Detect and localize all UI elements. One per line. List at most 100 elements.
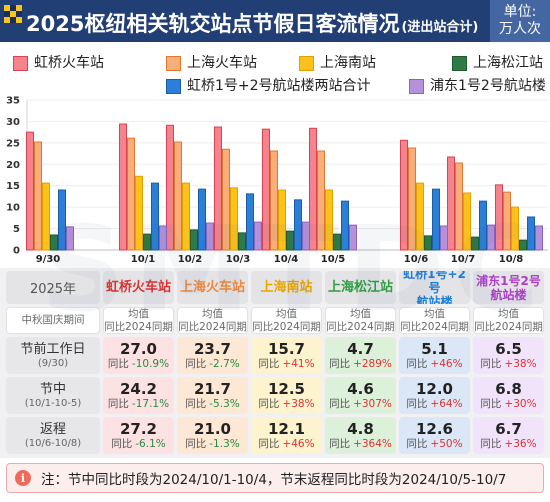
average-value: 12.1 — [267, 419, 305, 438]
yoy-prefix: 同比 — [329, 357, 351, 370]
average-value: 12.0 — [415, 379, 453, 398]
bar-series-0-10-7 — [447, 156, 455, 251]
unit-label: 单位: — [503, 4, 537, 20]
bar-series-1-9-30 — [34, 141, 42, 251]
yoy-header-label: 同比2024同期 — [474, 320, 543, 333]
bar-series-2-9-30 — [42, 182, 50, 251]
yoy-value: +30% — [504, 397, 537, 410]
legend-item-hongqiao-terminals: 虹桥1号+2号航站楼两站合计 — [166, 78, 371, 94]
yoy-value: +289% — [353, 357, 392, 370]
yoy-value: +364% — [353, 437, 392, 450]
bar-series-4-10-8 — [527, 216, 535, 251]
bar-series-5-10-5 — [349, 224, 357, 251]
y-tick-label: 5 — [13, 224, 20, 235]
bar-series-2-10-5 — [325, 189, 333, 251]
average-value: 6.5 — [495, 339, 522, 358]
column-header-line: 虹桥1号+2号 — [403, 271, 466, 295]
data-cell: 12.6 同比 +50% — [399, 417, 470, 454]
row-label-text: 返程 — [39, 421, 66, 437]
yoy-prefix: 同比 — [406, 437, 428, 450]
bar-series-4-9-30 — [58, 189, 66, 251]
data-cell: 4.7 同比 +289% — [325, 337, 396, 374]
bar-series-2-10-8 — [511, 206, 519, 251]
average-value: 21.0 — [193, 419, 231, 438]
avg-label: 均值 — [128, 308, 149, 320]
bar-series-0-10-1 — [119, 123, 127, 251]
x-category-label: 10/8 — [499, 254, 524, 265]
data-cell: 12.1 同比 +46% — [251, 417, 322, 454]
x-category-label: 10/6 — [404, 254, 429, 265]
legend-swatch — [452, 55, 467, 71]
average-value: 6.8 — [495, 379, 522, 398]
y-tick-label: 25 — [6, 138, 20, 149]
bar-series-0-10-5 — [309, 127, 317, 251]
yoy-line: 同比 +30% — [480, 398, 536, 411]
column-header-line: 航站楼 — [416, 294, 453, 305]
bar-series-5-10-3 — [254, 221, 262, 251]
period-header-0: 均值 同比2024同期 — [103, 307, 174, 334]
bar-series-2-10-6 — [416, 182, 424, 251]
bar-chart: 0 5 10 15 20 25 30 35 9/30 10/1 10/2 10/3 10/4 10/5 10… — [6, 96, 548, 265]
x-category-label: 9/30 — [36, 254, 61, 265]
column-header-0: 虹桥火车站 — [103, 271, 174, 304]
yoy-prefix: 同比 — [185, 437, 207, 450]
yoy-prefix: 同比 — [406, 397, 428, 410]
legend-label: 上海南站 — [320, 55, 376, 71]
column-header-3: 上海松江站 — [325, 271, 396, 304]
row-label-period: (10/6-10/8) — [24, 437, 82, 449]
legend-item-shanghai-railway: 上海火车站 — [166, 55, 257, 71]
period-header-1: 均值 同比2024同期 — [177, 307, 248, 334]
yoy-value: -5.3% — [209, 397, 240, 410]
yoy-value: -1.3% — [209, 437, 240, 450]
bar-series-0-10-3 — [214, 126, 222, 251]
bar-series-2-10-3 — [230, 187, 238, 251]
column-header-line: 上海火车站 — [179, 280, 245, 295]
page-title: 2025枢纽相关轨交站点节假日客流情况 (进出站合计) — [26, 8, 478, 38]
average-value: 5.1 — [421, 339, 448, 358]
data-cell: 12.0 同比 +64% — [399, 377, 470, 414]
yoy-value: +41% — [282, 357, 315, 370]
yoy-line: 同比 -17.1% — [108, 398, 169, 411]
yoy-prefix: 同比 — [258, 437, 280, 450]
yoy-line: 同比 +46% — [406, 358, 462, 371]
x-category-label: 10/7 — [451, 254, 476, 265]
x-category-label: 10/4 — [274, 254, 299, 265]
yoy-prefix: 同比 — [406, 357, 428, 370]
data-cell: 6.5 同比 +38% — [473, 337, 544, 374]
unit-value: 万人次 — [499, 21, 541, 37]
row-label-period: (9/30) — [37, 357, 69, 369]
yoy-line: 同比 -6.1% — [111, 438, 165, 451]
bar-series-1-10-1 — [127, 137, 135, 251]
table-corner-year: 2025年 — [6, 271, 100, 304]
avg-label: 均值 — [276, 308, 297, 320]
column-header-line: 上海南站 — [260, 280, 313, 295]
bar-series-1-10-7 — [455, 162, 463, 251]
yoy-value: -17.1% — [131, 397, 170, 410]
column-header-line: 虹桥火车站 — [105, 280, 171, 295]
yoy-line: 同比 +364% — [329, 438, 392, 451]
yoy-line: 同比 +41% — [258, 358, 314, 371]
bar-series-2-10-2 — [182, 182, 190, 251]
legend-swatch — [166, 55, 181, 71]
column-header-line: 上海松江站 — [327, 280, 393, 295]
yoy-prefix: 同比 — [329, 397, 351, 410]
bar-series-3-10-4 — [286, 230, 294, 251]
summary-table: 2025年 虹桥火车站 上海火车站 上海南站 上海松江站 虹桥1号+2号 航站楼 浦东1号2号… — [0, 268, 550, 458]
data-cell: 21.0 同比 -1.3% — [177, 417, 248, 454]
legend-item-pudong-terminals: 浦东1号2号航站楼 — [409, 78, 546, 94]
bar-series-3-10-7 — [471, 236, 479, 251]
bar-series-4-10-5 — [341, 200, 349, 251]
average-value: 27.2 — [119, 419, 157, 438]
yoy-prefix: 同比 — [185, 397, 207, 410]
legend-label: 浦东1号2号航站楼 — [430, 78, 546, 94]
checkered-flag-icon — [4, 5, 22, 23]
bar-series-1-10-5 — [317, 150, 325, 251]
yoy-prefix: 同比 — [111, 437, 133, 450]
yoy-line: 同比 +289% — [329, 358, 392, 371]
yoy-value: +46% — [282, 437, 315, 450]
x-category-label: 10/1 — [131, 254, 156, 265]
x-category-label: 10/3 — [226, 254, 251, 265]
data-cell: 24.2 同比 -17.1% — [103, 377, 174, 414]
yoy-line: 同比 +38% — [258, 398, 314, 411]
info-icon: i — [15, 470, 31, 486]
